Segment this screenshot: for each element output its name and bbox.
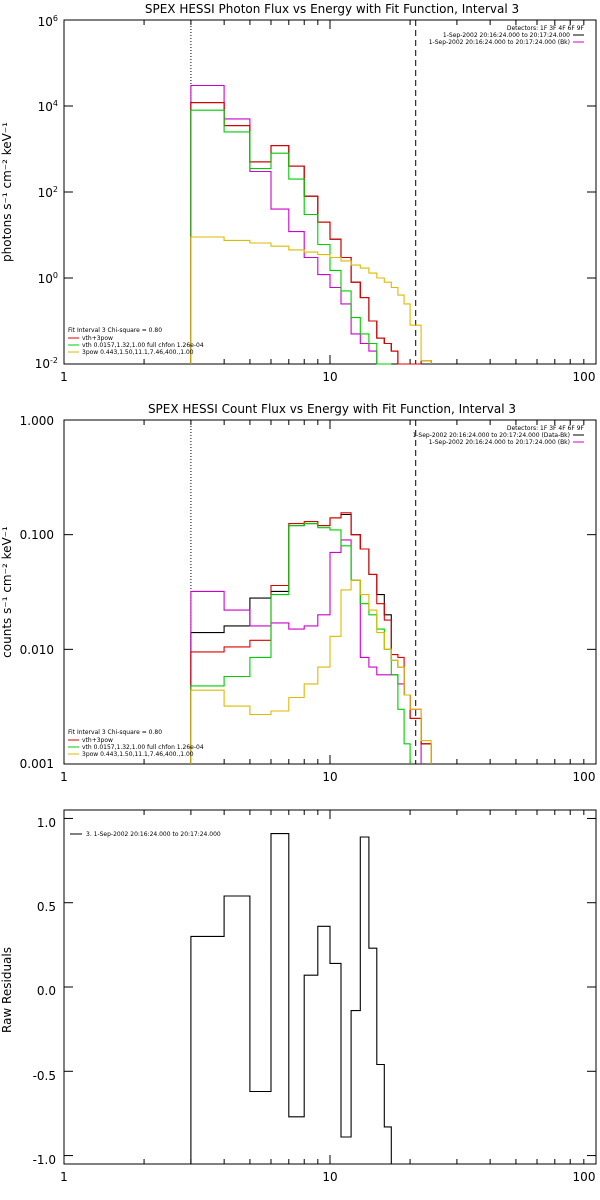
residual-plot-frame — [63, 809, 597, 1165]
photon-legend-header: Detectors: 1F 3F 4F 6F 9F — [507, 25, 585, 32]
count-x-tick-labels: 1 10 100 — [60, 770, 595, 784]
residual-legend-entry: 3. 1-Sep-2002 20:16:24.000 to 20:17:24.0… — [86, 831, 221, 838]
count-legend-entry: 1-Sep-2002 20:16:24.000 to 20:17:24.000 … — [429, 439, 570, 446]
photon-series-line-3 — [190, 109, 392, 365]
residual-y-axis-label: Raw Residuals — [0, 947, 14, 1033]
count-series-line-3 — [190, 523, 411, 764]
photon-y-tick-label: 10-2 — [35, 356, 58, 371]
count-chart-title: SPEX HESSI Count Flux vs Energy with Fit… — [148, 402, 516, 416]
photon-fit-entry: vth+3pow — [82, 335, 113, 342]
count-y-axis-label: counts s⁻¹ cm⁻² keV⁻¹ — [0, 526, 14, 658]
photon-y-tick-label: 100 — [38, 271, 58, 286]
count-series-line-0 — [190, 513, 432, 764]
photon-x-tick-label: 10 — [322, 370, 337, 384]
photon-y-tick-label: 102 — [38, 185, 58, 200]
photon-legend-bottom-left: Fit Interval 3 Chi-square = 0.80 vth+3po… — [68, 327, 204, 356]
count-x-tick-label: 100 — [573, 770, 596, 784]
photon-y-tick-label: 104 — [38, 99, 58, 114]
count-series-line-1 — [190, 539, 422, 764]
count-fit-header: Fit Interval 3 Chi-square = 0.80 — [68, 729, 162, 736]
photon-legend-entry: 1-Sep-2002 20:16:24.000 to 20:17:24.000 — [443, 32, 570, 39]
count-series-line-4 — [190, 579, 432, 764]
count-legend-entry: 1-Sep-2002 20:16:24.000 to 20:17:24.000 … — [412, 432, 570, 439]
photon-y-tick-labels: 10-2 100 102 104 106 — [35, 14, 58, 371]
residual-y-tick-labels: -1.0 -0.5 0.0 0.5 1.0 — [33, 816, 56, 1167]
residual-x-tick-label: 1 — [60, 1170, 68, 1184]
count-fit-entry: vth+3pow — [82, 737, 113, 744]
residual-y-tick-label: 0.5 — [37, 900, 56, 914]
photon-legend-top-right: Detectors: 1F 3F 4F 6F 9F 1-Sep-2002 20:… — [429, 25, 585, 46]
count-y-tick-label: 0.001 — [20, 757, 54, 771]
count-y-tick-label: 0.100 — [20, 528, 54, 542]
count-axis-ticks — [63, 419, 597, 765]
photon-y-tick-label: 106 — [38, 14, 58, 29]
count-y-tick-label: 0.010 — [20, 643, 54, 657]
residual-x-tick-label: 10 — [322, 1170, 337, 1184]
residual-y-tick-label: 0.0 — [37, 984, 56, 998]
count-y-tick-label: 1.000 — [20, 414, 54, 428]
photon-legend-entry: 1-Sep-2002 20:16:24.000 to 20:17:24.000 … — [429, 39, 570, 46]
photon-fit-header: Fit Interval 3 Chi-square = 0.80 — [68, 327, 162, 334]
residual-x-tick-labels: 1 10 100 — [60, 1170, 595, 1184]
photon-series-line-4 — [190, 236, 432, 364]
photon-chart-title: SPEX HESSI Photon Flux vs Energy with Fi… — [145, 2, 519, 16]
residual-y-tick-label: -0.5 — [33, 1069, 56, 1083]
photon-fit-entry: vth 0.0157,1.32,1.00 full chfon 1.26e-04 — [82, 342, 204, 349]
residual-legend: 3. 1-Sep-2002 20:16:24.000 to 20:17:24.0… — [70, 831, 221, 838]
photon-x-tick-labels: 1 10 100 — [60, 370, 595, 384]
count-series — [190, 512, 432, 764]
photon-fit-entry: 3pow 0.443,1.50,11.1,7.46,400.,1.00 — [82, 349, 194, 356]
panel-photon-flux: SPEX HESSI Photon Flux vs Energy with Fi… — [0, 2, 597, 384]
photon-marker-lines — [190, 20, 417, 364]
count-fit-entry: vth 0.0157,1.32,1.00 full chfon 1.26e-04 — [82, 744, 204, 751]
residual-x-tick-label: 100 — [573, 1170, 596, 1184]
photon-plot-frame — [63, 19, 597, 365]
photon-series-line-2 — [190, 102, 432, 365]
residual-series-line-0 — [190, 833, 392, 1164]
residual-y-tick-label: 1.0 — [37, 816, 56, 830]
photon-series-line-0 — [190, 102, 432, 365]
photon-axis-ticks — [63, 19, 597, 365]
panel-count-flux: SPEX HESSI Count Flux vs Energy with Fit… — [0, 402, 597, 784]
residual-y-tick-label: -1.0 — [33, 1153, 56, 1167]
photon-series-line-1 — [190, 84, 385, 365]
residual-axis-ticks — [63, 810, 597, 1164]
photon-series — [190, 84, 432, 365]
photon-x-tick-label: 1 — [60, 370, 68, 384]
count-legend-top-right: Detectors: 1F 3F 4F 6F 9F 1-Sep-2002 20:… — [412, 425, 584, 446]
count-y-tick-labels: 0.001 0.010 0.100 1.000 — [20, 414, 54, 771]
count-legend-bottom-left: Fit Interval 3 Chi-square = 0.80 vth+3po… — [68, 729, 204, 758]
photon-x-tick-label: 100 — [573, 370, 596, 384]
count-legend-header: Detectors: 1F 3F 4F 6F 9F — [507, 425, 585, 432]
count-series-line-2 — [190, 512, 432, 764]
residual-series — [190, 833, 392, 1164]
count-fit-entry: 3pow 0.443,1.50,11.1,7.46,400.,1.00 — [82, 751, 194, 758]
count-x-tick-label: 10 — [322, 770, 337, 784]
photon-y-axis-label: photons s⁻¹ cm⁻² keV⁻¹ — [0, 122, 14, 262]
count-x-tick-label: 1 — [60, 770, 68, 784]
panel-residuals: Raw Residuals 1 10 100 -1.0 -0.5 0.0 0.5… — [0, 809, 597, 1184]
